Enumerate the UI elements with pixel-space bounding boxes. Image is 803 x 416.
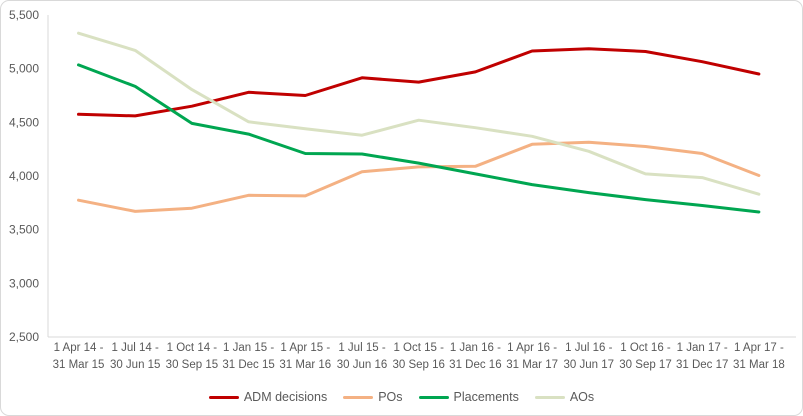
x-axis-tick-label: 1 Apr 17 - bbox=[734, 342, 784, 354]
legend-label-adm-decisions: ADM decisions bbox=[243, 390, 328, 404]
legend-swatch-aos bbox=[534, 395, 565, 399]
x-axis-tick-label: 1 Apr 16 - bbox=[507, 342, 557, 354]
series-line-pos bbox=[77, 140, 761, 213]
legend-label-placements: Placements bbox=[453, 390, 519, 404]
x-axis-tick-label: 1 Oct 16 - bbox=[620, 342, 671, 354]
x-axis-tick-label: 1 Apr 14 - bbox=[54, 342, 104, 354]
legend-item-pos: POs bbox=[343, 390, 403, 404]
legend-item-adm-decisions: ADM decisions bbox=[208, 390, 328, 404]
x-axis-tick-label: 1 Jan 16 - bbox=[450, 342, 501, 354]
x-axis-tick-label: 31 Mar 17 bbox=[506, 359, 558, 371]
x-axis-tick-label: 30 Sep 16 bbox=[392, 359, 444, 371]
legend-swatch-pos bbox=[343, 395, 374, 399]
x-axis-tick-label: 31 Mar 16 bbox=[279, 359, 331, 371]
x-axis-tick-label: 1 Jul 16 - bbox=[565, 342, 612, 354]
y-axis-tick-label: 4,000 bbox=[9, 169, 39, 183]
legend-item-aos: AOs bbox=[534, 390, 595, 404]
x-axis-tick-label: 30 Jun 16 bbox=[337, 359, 388, 371]
series-line-adm-decisions bbox=[77, 47, 761, 118]
y-axis-tick-label: 3,500 bbox=[9, 223, 39, 237]
x-axis-tick-label: 1 Jan 17 - bbox=[677, 342, 728, 354]
series-line-aos bbox=[77, 31, 761, 196]
legend-swatch-placements bbox=[418, 395, 449, 399]
y-axis-tick-label: 3,000 bbox=[9, 276, 39, 290]
x-axis-tick-label: 31 Mar 15 bbox=[53, 359, 105, 371]
x-axis-tick-label: 1 Jan 15 - bbox=[223, 342, 274, 354]
chart-legend: ADM decisions POs Placements AOs bbox=[1, 387, 802, 407]
x-axis-tick-label: 30 Jun 17 bbox=[564, 359, 615, 371]
legend-label-aos: AOs bbox=[569, 390, 595, 404]
x-axis-tick-label: 1 Oct 15 - bbox=[393, 342, 444, 354]
y-axis-tick-label: 2,500 bbox=[9, 330, 39, 344]
x-axis-tick-label: 31 Mar 18 bbox=[733, 359, 785, 371]
legend-label-pos: POs bbox=[378, 390, 403, 404]
x-axis-tick-label: 30 Sep 15 bbox=[166, 359, 218, 371]
x-axis-tick-label: 1 Apr 15 - bbox=[280, 342, 330, 354]
x-axis-tick-label: 30 Jun 15 bbox=[110, 359, 161, 371]
x-axis-tick-label: 31 Dec 15 bbox=[222, 359, 274, 371]
x-axis-tick-label: 1 Jul 15 - bbox=[338, 342, 385, 354]
y-axis-tick-label: 4,500 bbox=[9, 115, 39, 129]
x-axis-tick-label: 30 Sep 17 bbox=[619, 359, 671, 371]
x-axis-tick-label: 1 Jul 14 - bbox=[112, 342, 159, 354]
x-axis-tick-label: 31 Dec 17 bbox=[676, 359, 728, 371]
legend-swatch-adm-decisions bbox=[208, 395, 239, 399]
legend-item-placements: Placements bbox=[418, 390, 519, 404]
x-axis-tick-label: 31 Dec 16 bbox=[449, 359, 501, 371]
y-axis-tick-label: 5,500 bbox=[9, 8, 39, 22]
x-axis-tick-label: 1 Oct 14 - bbox=[167, 342, 218, 354]
series-line-placements bbox=[77, 63, 761, 214]
y-axis-tick-label: 5,000 bbox=[9, 62, 39, 76]
